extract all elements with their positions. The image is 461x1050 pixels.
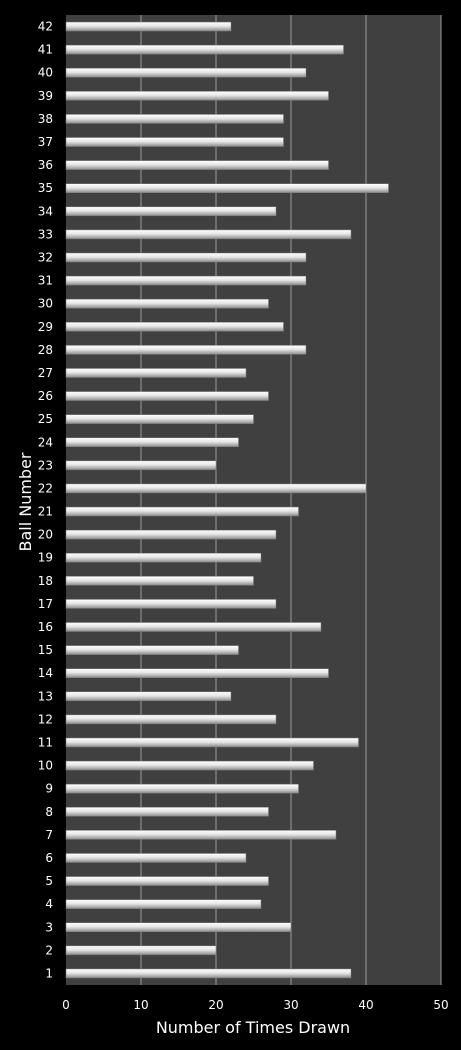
y-tick-label: 21 [38,505,53,519]
bar-ball-41 [65,44,344,55]
y-tick-label: 12 [38,712,53,726]
bar-ball-1 [65,968,352,979]
y-tick-label: 16 [38,620,53,634]
y-tick-label: 29 [38,320,53,334]
bar-ball-5 [65,876,269,886]
bar-ball-24 [65,437,239,448]
bar-ball-3 [65,922,292,933]
y-tick-label: 24 [38,435,53,449]
y-tick-label: 26 [38,389,53,403]
y-tick-label: 31 [38,274,53,288]
bar-ball-37 [65,137,284,147]
y-tick-label: 32 [38,251,53,265]
x-tick-label: 40 [358,998,373,1012]
y-tick-label: 23 [38,458,53,472]
y-tick-label: 4 [45,897,53,911]
y-tick-label: 38 [38,112,53,126]
bar-ball-26 [65,391,269,401]
y-tick-label: 33 [38,227,53,241]
y-tick-label: 17 [38,597,53,611]
bar-ball-38 [65,114,284,124]
bar-ball-40 [65,67,307,78]
y-tick-label: 42 [38,20,53,34]
y-tick-label: 14 [38,666,53,680]
y-tick-label: 8 [45,805,53,819]
y-tick-label: 9 [45,782,53,796]
bar-ball-13 [65,691,232,702]
bar-ball-42 [65,21,232,32]
y-tick-label: 5 [45,874,53,888]
bar-ball-39 [65,91,329,101]
bar-ball-17 [65,599,277,609]
bar-ball-8 [65,807,269,817]
bar-ball-14 [65,668,329,678]
bar-ball-27 [65,368,247,378]
bar-ball-35 [65,183,389,193]
bar-ball-7 [65,830,337,840]
bar-ball-29 [65,322,284,332]
y-tick-label: 35 [38,181,53,195]
x-tick-label: 30 [283,998,298,1012]
bar-ball-2 [65,945,217,956]
y-tick-label: 34 [38,204,53,218]
bar-ball-20 [65,529,277,540]
bar-ball-18 [65,576,254,586]
y-tick-label: 15 [38,643,53,657]
y-tick-label: 2 [45,943,53,957]
y-tick-label: 36 [38,158,53,172]
y-tick-labels: 1234567891011121314151617181920212223242… [38,20,53,981]
bar-ball-11 [65,737,359,748]
bar-ball-4 [65,899,262,909]
y-tick-label: 41 [38,43,53,57]
bar-ball-32 [65,252,307,263]
bar-ball-23 [65,460,217,471]
x-tick-labels: 0 10 20 30 40 50 [62,998,448,1012]
bar-ball-15 [65,645,239,655]
bar-ball-30 [65,298,269,309]
y-tick-label: 10 [38,759,53,773]
bar-ball-12 [65,714,277,725]
y-tick-label: 18 [38,574,53,588]
x-tick-label: 20 [208,998,223,1012]
bar-ball-9 [65,783,299,794]
y-tick-label: 25 [38,412,53,426]
bar-ball-34 [65,206,277,217]
bar-ball-6 [65,853,247,863]
x-tick-label: 10 [133,998,148,1012]
y-tick-label: 13 [38,689,53,703]
y-tick-label: 40 [38,66,53,80]
x-axis-title: Number of Times Drawn [156,1018,350,1037]
bar-ball-25 [65,414,254,424]
bar-ball-33 [65,229,352,240]
bars [65,21,389,979]
y-tick-label: 28 [38,343,53,357]
y-tick-label: 19 [38,551,53,565]
y-tick-label: 3 [45,920,53,934]
gridlines [140,15,442,985]
y-tick-label: 37 [38,135,53,149]
x-tick-label: 50 [433,998,448,1012]
bar-ball-19 [65,552,262,563]
y-tick-label: 20 [38,528,53,542]
y-tick-label: 27 [38,366,53,380]
y-tick-label: 11 [38,736,53,750]
bar-ball-28 [65,345,307,355]
bar-ball-10 [65,760,314,771]
bar-ball-31 [65,275,307,286]
y-tick-label: 7 [45,828,53,842]
x-tick-label: 0 [62,998,70,1012]
y-tick-label: 6 [45,851,53,865]
plot-area [66,15,441,985]
y-tick-label: 22 [38,481,53,495]
bar-ball-22 [65,483,367,494]
bar-ball-21 [65,506,299,517]
y-axis-title: Ball Number [16,452,35,551]
y-tick-label: 1 [45,966,53,980]
bar-ball-36 [65,160,329,170]
y-tick-label: 39 [38,89,53,103]
bar-ball-16 [65,622,322,632]
y-tick-label: 30 [38,297,53,311]
